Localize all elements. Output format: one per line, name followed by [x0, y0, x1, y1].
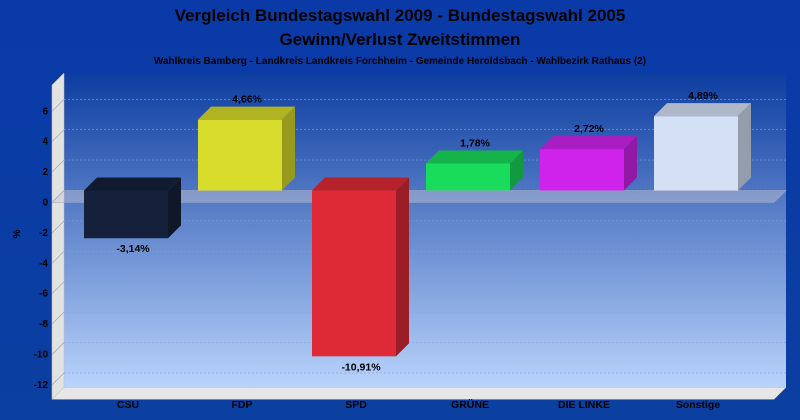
data-label: -10,91% — [341, 361, 381, 373]
y-axis: 6 4 2 0 -2 -4 -6 -8 -10 -12 — [34, 106, 49, 391]
plot-left-wall — [51, 72, 65, 400]
bar-front — [426, 163, 510, 191]
x-tick-label: CSU — [117, 399, 139, 411]
chart-subtitle: Wahlkreis Bamberg - Landkreis Landkreis … — [154, 56, 646, 67]
bar-side — [396, 177, 409, 357]
bar-spd: -10,91% — [312, 177, 409, 373]
data-label: 4,66% — [232, 94, 262, 106]
bar-side — [624, 136, 637, 191]
gridline-side — [51, 159, 65, 173]
gridline-side — [51, 281, 65, 294]
bar-die-linke: 2,72% — [540, 123, 637, 191]
bar-top — [84, 177, 181, 191]
bar-front — [84, 190, 168, 239]
x-tick-label: SPD — [345, 399, 367, 411]
y-tick-label: -4 — [39, 258, 48, 269]
y-tick-label: 6 — [42, 106, 48, 117]
x-tick-label: GRÜNE — [451, 398, 489, 411]
y-tick-label: -8 — [39, 319, 48, 330]
bar-side — [168, 177, 181, 239]
y-tick-label: -10 — [34, 350, 49, 361]
gridline-side — [51, 99, 65, 112]
bars: -3,14% 4,66% -10,91% 1,78% 2,72% 4,89% — [84, 90, 751, 373]
y-tick-label: 2 — [42, 167, 48, 178]
bar-top — [654, 103, 751, 117]
bar-front — [312, 190, 396, 357]
gridline-side — [51, 220, 65, 234]
y-axis-label: % — [12, 229, 23, 238]
y-tick-label: 4 — [42, 137, 48, 148]
y-tick-label: -6 — [39, 289, 48, 300]
gridline-side — [51, 342, 65, 355]
data-label: -3,14% — [116, 243, 150, 255]
y-tick-label: -12 — [34, 380, 49, 391]
bar-front — [654, 116, 738, 191]
bar-grüne: 1,78% — [426, 137, 523, 191]
bar-front — [198, 119, 282, 191]
bar-fdp: 4,66% — [198, 94, 295, 191]
bar-csu: -3,14% — [84, 177, 181, 255]
bar-top — [540, 136, 637, 150]
x-tick-label: FDP — [232, 399, 253, 411]
bar-top — [312, 177, 409, 191]
chart-title: Vergleich Bundestagswahl 2009 - Bundesta… — [175, 6, 626, 25]
bar-sonstige: 4,89% — [654, 90, 751, 191]
x-axis: CSU FDP SPD GRÜNE DIE LINKE Sonstige — [117, 398, 720, 411]
bar-side — [510, 150, 523, 191]
y-tick-label: 0 — [42, 198, 48, 209]
chart-title-line2: Gewinn/Verlust Zweitstimmen — [280, 30, 521, 49]
gridline-side — [51, 311, 65, 325]
data-label: 2,72% — [574, 123, 604, 135]
x-tick-label: Sonstige — [676, 399, 720, 411]
data-label: 1,78% — [460, 137, 490, 149]
bar-side — [738, 103, 751, 191]
plot-floor — [51, 387, 787, 400]
bar-side — [282, 106, 295, 191]
bar-front — [540, 149, 624, 191]
y-tick-label: -2 — [39, 228, 48, 239]
gridline-side — [51, 251, 65, 264]
bar-top — [198, 106, 295, 120]
bar-top — [426, 150, 523, 164]
x-tick-label: DIE LINKE — [558, 399, 610, 411]
data-label: 4,89% — [688, 90, 718, 102]
gridline-side — [51, 372, 65, 386]
gridline-side — [51, 129, 65, 142]
